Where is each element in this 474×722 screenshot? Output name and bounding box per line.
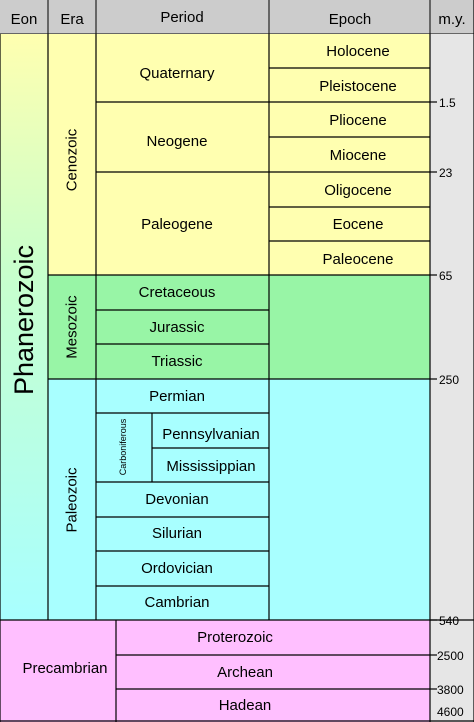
precambrian-block xyxy=(0,620,430,722)
era-cenozoic: Cenozoic xyxy=(64,128,81,191)
header-my: m.y. xyxy=(438,11,465,28)
period-ordovician: Ordovician xyxy=(141,560,213,577)
epoch-miocene: Miocene xyxy=(330,147,387,164)
epoch-eocene: Eocene xyxy=(333,216,384,233)
age-ticks xyxy=(430,101,437,690)
period-paleogene: Paleogene xyxy=(141,216,213,233)
epoch-holocene: Holocene xyxy=(326,43,389,60)
age-1-5: 1.5 xyxy=(439,96,456,110)
eon-phanerozoic: Phanerozoic xyxy=(9,245,39,395)
header-era: Era xyxy=(60,11,84,28)
era-paleozoic: Paleozoic xyxy=(64,467,81,533)
period-permian: Permian xyxy=(149,388,205,405)
epoch-pleistocene: Pleistocene xyxy=(319,78,397,95)
period-pennsylvanian: Pennsylvanian xyxy=(162,426,260,443)
age-65: 65 xyxy=(439,269,453,283)
my-column xyxy=(430,34,474,722)
cenozoic-block xyxy=(48,34,430,275)
mesozoic-block xyxy=(48,275,430,379)
eon-precambrian: Precambrian xyxy=(22,660,107,677)
header-period: Period xyxy=(160,9,203,26)
age-2500: 2500 xyxy=(437,649,464,663)
period-quaternary: Quaternary xyxy=(139,65,215,82)
age-3800: 3800 xyxy=(437,683,464,697)
eon-hadean: Hadean xyxy=(219,697,272,714)
age-540: 540 xyxy=(439,614,459,628)
epoch-paleocene: Paleocene xyxy=(323,251,394,268)
header-eon: Eon xyxy=(11,11,38,28)
phanerozoic-block xyxy=(0,34,48,620)
header-row: Eon Era Period Epoch m.y. xyxy=(0,0,474,35)
eon-proterozoic: Proterozoic xyxy=(197,629,273,646)
age-23: 23 xyxy=(439,166,453,180)
eon-archean: Archean xyxy=(217,664,273,681)
age-250: 250 xyxy=(439,373,459,387)
era-mesozoic: Mesozoic xyxy=(64,295,81,359)
period-carboniferous: Carboniferous xyxy=(118,418,128,475)
period-mississippian: Mississippian xyxy=(166,458,255,475)
period-jurassic: Jurassic xyxy=(149,319,205,336)
header-background xyxy=(0,0,474,34)
epoch-pliocene: Pliocene xyxy=(329,112,387,129)
period-cretaceous: Cretaceous xyxy=(139,284,216,301)
period-devonian: Devonian xyxy=(145,491,208,508)
period-silurian: Silurian xyxy=(152,525,202,542)
epoch-oligocene: Oligocene xyxy=(324,182,392,199)
period-triassic: Triassic xyxy=(151,353,203,370)
period-neogene: Neogene xyxy=(147,133,208,150)
age-4600: 4600 xyxy=(437,705,464,719)
period-cambrian: Cambrian xyxy=(144,594,209,611)
paleozoic-block xyxy=(48,379,430,620)
header-epoch: Epoch xyxy=(329,11,372,28)
